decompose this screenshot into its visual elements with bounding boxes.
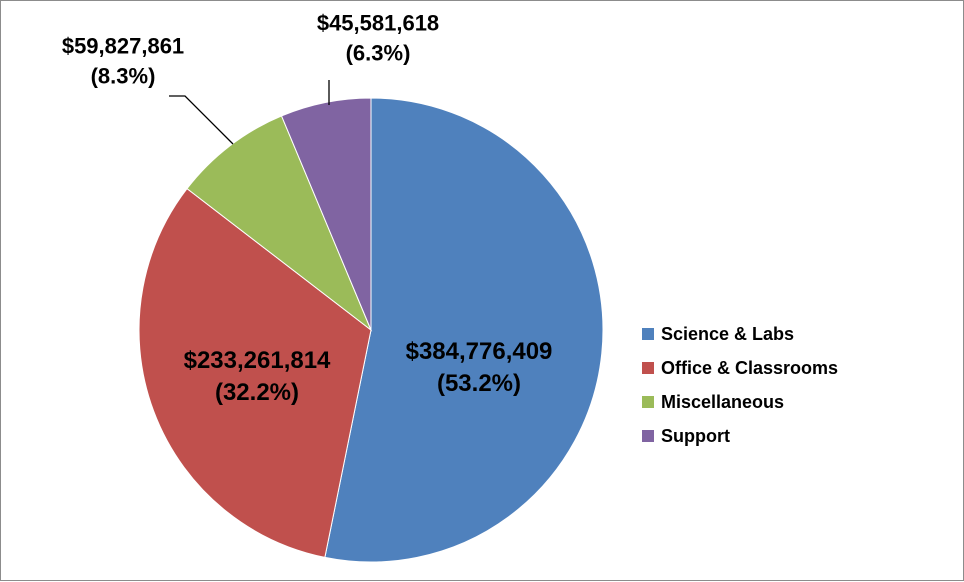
slice-miscellaneous (186, 115, 373, 332)
data-label-value: $384,776,409 (406, 338, 553, 365)
data-label-value: $45,581,618 (317, 10, 439, 35)
data-label-science-labs: $384,776,409 (53.2%) (406, 338, 553, 397)
legend: Science & Labs Office & Classrooms Misce… (642, 317, 838, 453)
legend-label: Office & Classrooms (661, 357, 839, 378)
legend-swatch (642, 396, 654, 408)
legend-item-miscellaneous: Miscellaneous (642, 385, 838, 419)
slice-office-classrooms (138, 187, 372, 558)
legend-swatch (642, 328, 654, 340)
data-label-miscellaneous: $59,827,861 (8.3%) (62, 33, 184, 88)
data-label-support: $45,581,618 (6.3%) (317, 10, 439, 65)
legend-label: Support (661, 425, 730, 446)
data-label-percent: (53.2%) (437, 370, 521, 397)
slice-science-labs (324, 97, 604, 563)
data-label-percent: (32.2%) (215, 379, 299, 406)
legend-swatch (642, 430, 654, 442)
data-label-office-classrooms: $233,261,814 (32.2%) (184, 347, 331, 406)
legend-item-science-labs: Science & Labs (642, 317, 838, 351)
data-label-percent: (6.3%) (346, 40, 411, 65)
slice-support (280, 97, 372, 331)
legend-item-support: Support (642, 419, 838, 453)
leader-line-miscellaneous (169, 95, 234, 145)
data-label-value: $59,827,861 (62, 33, 184, 58)
legend-label: Science & Labs (661, 323, 795, 344)
legend-item-office-classrooms: Office & Classrooms (642, 351, 838, 385)
data-label-percent: (8.3%) (91, 63, 156, 88)
legend-label: Miscellaneous (661, 391, 785, 412)
data-label-value: $233,261,814 (184, 347, 331, 374)
legend-swatch (642, 362, 654, 374)
